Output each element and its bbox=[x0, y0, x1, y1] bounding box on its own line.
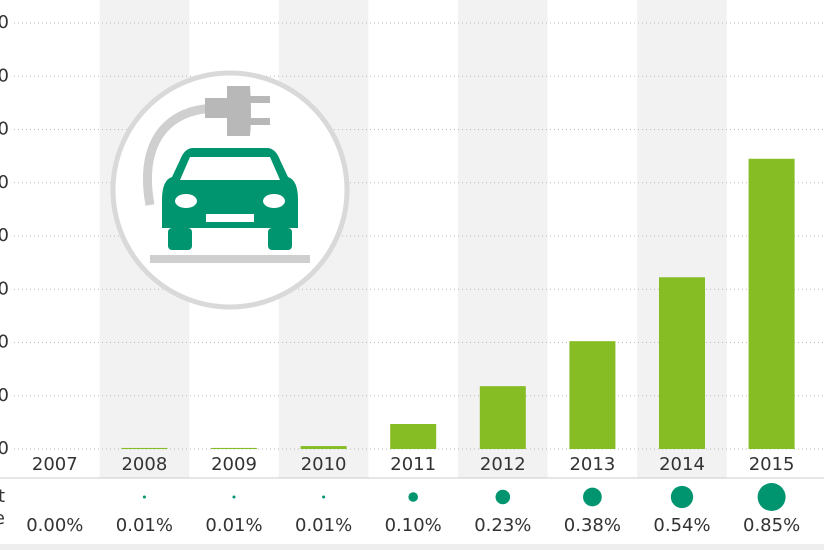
y-tick-label: 200,000 bbox=[0, 385, 9, 406]
row-label: Market bbox=[0, 486, 5, 507]
share-label: 0.38% bbox=[564, 515, 621, 536]
share-label: 0.01% bbox=[205, 515, 262, 536]
share-label: 0.85% bbox=[743, 515, 800, 536]
y-tick-label: 1,000,000 bbox=[0, 172, 9, 193]
bar bbox=[121, 447, 168, 449]
share-dot bbox=[757, 483, 786, 511]
share-dot bbox=[583, 487, 602, 507]
bar bbox=[479, 386, 526, 449]
share-dot bbox=[495, 489, 511, 505]
x-tick-label: 2015 bbox=[749, 454, 795, 475]
y-tick-label: 1,400,000 bbox=[0, 65, 9, 86]
ev-icon bbox=[110, 70, 350, 310]
x-tick-label: 2011 bbox=[390, 454, 436, 475]
x-tick-label: 2010 bbox=[301, 454, 347, 475]
x-tick-label: 2014 bbox=[659, 454, 705, 475]
x-tick-label: 2013 bbox=[569, 454, 615, 475]
y-tick-label: 0 bbox=[0, 438, 9, 459]
x-tick-label: 2012 bbox=[480, 454, 526, 475]
share-dot bbox=[142, 495, 146, 499]
share-label: 0.54% bbox=[653, 515, 710, 536]
y-tick-label: 800,000 bbox=[0, 225, 9, 246]
bar bbox=[300, 446, 347, 449]
bar bbox=[211, 447, 257, 449]
x-tick-label: 2007 bbox=[32, 454, 78, 475]
share-dot bbox=[232, 495, 236, 499]
share-dot bbox=[408, 492, 419, 502]
y-tick-label: 1,200,000 bbox=[0, 119, 9, 140]
x-tick-label: 2008 bbox=[121, 454, 167, 475]
bar bbox=[390, 423, 437, 449]
y-tick-label: 600,000 bbox=[0, 278, 9, 299]
share-label: 0.01% bbox=[295, 515, 352, 536]
share-label: 0.10% bbox=[385, 515, 442, 536]
share-dot bbox=[322, 495, 326, 499]
bar bbox=[748, 158, 795, 449]
share-label: 0.01% bbox=[116, 515, 173, 536]
bar bbox=[659, 277, 705, 449]
x-tick-label: 2009 bbox=[211, 454, 257, 475]
share-dot bbox=[670, 485, 694, 509]
footer-band bbox=[0, 544, 824, 550]
share-label: 0.23% bbox=[474, 515, 531, 536]
row-label: share bbox=[0, 508, 5, 529]
y-tick-label: 400,000 bbox=[0, 332, 9, 353]
y-tick-label: 1,600,000 bbox=[0, 12, 9, 33]
bar bbox=[569, 341, 616, 449]
share-label: 0.00% bbox=[26, 515, 83, 536]
